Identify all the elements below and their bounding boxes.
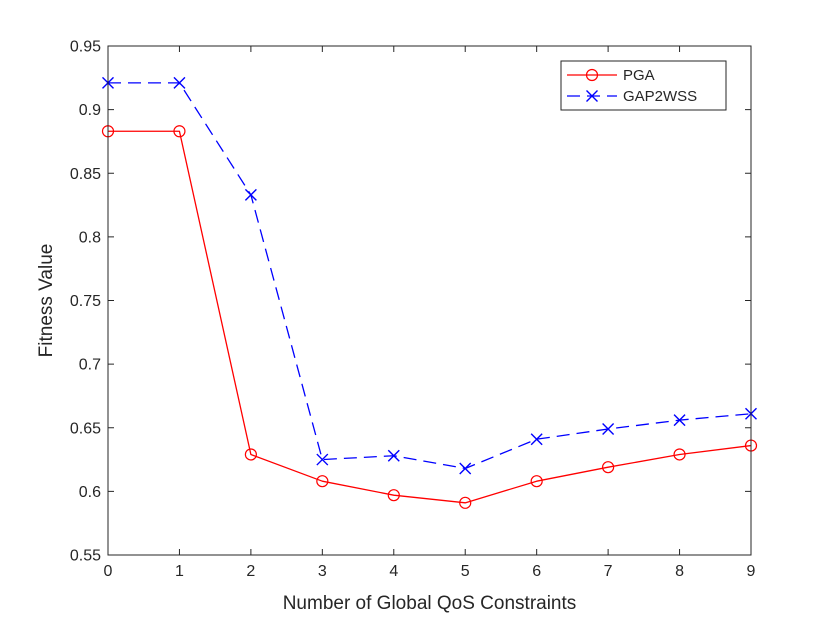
series-layer <box>101 76 758 509</box>
data-point <box>602 423 615 436</box>
x-tick-label: 0 <box>104 563 113 580</box>
y-tick-label: 0.95 <box>70 39 101 56</box>
y-tick-label: 0.65 <box>70 420 101 437</box>
legend-label: GAP2WSS <box>623 88 697 105</box>
legend-item: GAP2WSS <box>567 88 697 105</box>
y-tick-label: 0.75 <box>70 293 101 310</box>
y-tick-label: 0.85 <box>70 166 101 183</box>
plot-area <box>108 46 751 555</box>
x-tick-label: 5 <box>461 563 470 580</box>
y-tick-label: 0.7 <box>79 357 101 374</box>
data-point <box>530 433 543 446</box>
legend-label: PGA <box>623 67 655 84</box>
series-line <box>108 130 752 504</box>
y-tick-label: 0.6 <box>79 484 101 501</box>
legend-marker <box>585 68 599 82</box>
y-tick-label: 0.8 <box>79 229 101 246</box>
x-tick-label: 6 <box>532 563 541 580</box>
x-tick-label: 8 <box>675 563 684 580</box>
data-point <box>173 125 186 138</box>
x-axis-label: Number of Global QoS Constraints <box>283 593 577 614</box>
legend-item: PGA <box>567 67 655 84</box>
data-point <box>459 462 472 475</box>
data-point <box>316 453 329 466</box>
x-tick-label: 3 <box>318 563 327 580</box>
y-tick-label: 0.9 <box>79 102 101 119</box>
data-point <box>673 414 686 427</box>
data-point <box>530 475 543 488</box>
data-point <box>673 448 686 461</box>
data-point <box>316 475 329 488</box>
data-point <box>387 449 400 462</box>
legend-marker <box>586 90 598 102</box>
data-point <box>244 188 257 201</box>
data-point <box>602 461 615 474</box>
x-tick-label: 1 <box>175 563 184 580</box>
legend: PGA GAP2WSS <box>560 60 727 111</box>
x-tick-label: 4 <box>389 563 398 580</box>
data-point <box>173 76 186 89</box>
legend-box <box>560 60 727 111</box>
x-tick-label: 7 <box>604 563 613 580</box>
y-axis-label: Fitness Value <box>36 244 57 358</box>
ticks-layer: 0 1 2 3 4 5 6 7 8 9 0.55 0.6 0.65 0.7 0.75 0.8 0.85 0.9 0.… <box>70 39 756 581</box>
data-point <box>244 448 257 461</box>
series-gap2wss <box>102 76 757 475</box>
x-tick-label: 2 <box>246 563 255 580</box>
series-line <box>108 82 752 470</box>
x-tick-label: 9 <box>747 563 756 580</box>
y-tick-label: 0.55 <box>70 548 101 565</box>
data-point <box>459 496 472 509</box>
data-point <box>387 489 400 502</box>
